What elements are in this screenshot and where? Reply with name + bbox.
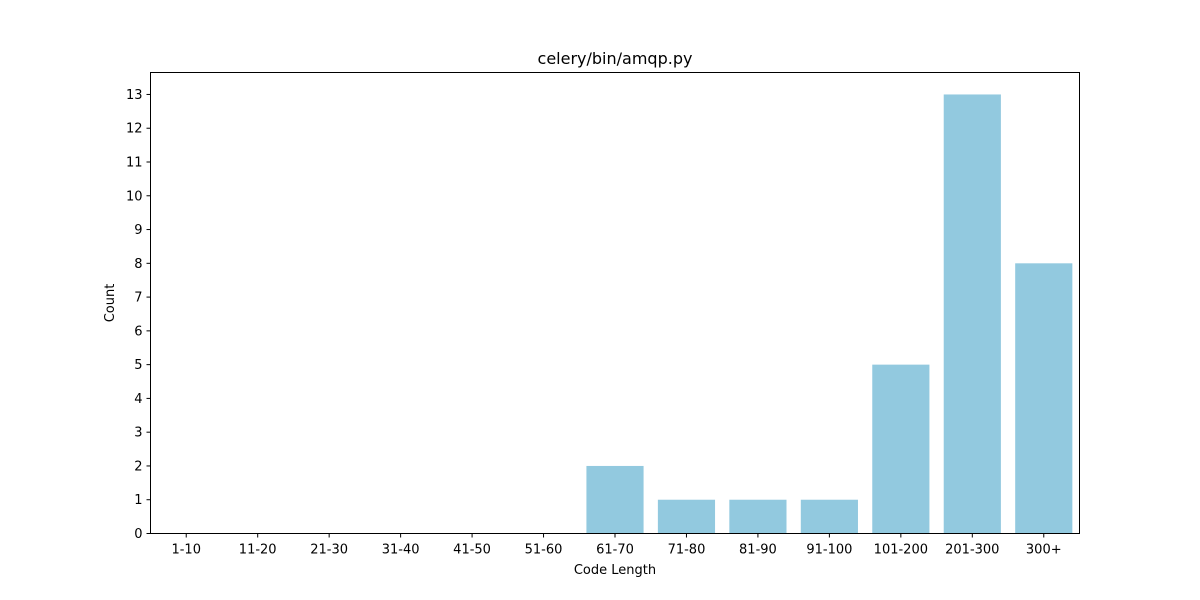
x-tick-label: 31-40	[382, 543, 420, 558]
y-tick-label: 12	[126, 122, 143, 137]
x-tick-label: 51-60	[525, 543, 563, 558]
bar-81-90	[729, 499, 787, 534]
y-tick-label: 9	[134, 223, 142, 238]
x-tick-label: 41-50	[453, 543, 491, 558]
chart-title: celery/bin/amqp.py	[538, 49, 693, 68]
y-tick-label: 1	[134, 493, 142, 508]
x-tick-label: 21-30	[310, 543, 348, 558]
bars-group	[586, 94, 1073, 534]
y-tick-label: 11	[126, 155, 143, 170]
x-tick-label: 81-90	[739, 543, 777, 558]
x-tick-label: 300+	[1026, 543, 1062, 558]
bar-71-80	[657, 499, 716, 534]
y-tick-label: 4	[134, 392, 142, 407]
x-tick-label: 1-10	[171, 543, 201, 558]
bar-201-300	[943, 94, 1001, 534]
y-tick-label: 3	[134, 426, 142, 441]
bar-91-100	[800, 499, 858, 534]
x-tick-label: 91-100	[806, 543, 852, 558]
bar-101-200	[872, 364, 930, 534]
x-tick-label: 101-200	[874, 543, 928, 558]
bar-61-70	[586, 465, 644, 534]
y-tick-label: 2	[134, 459, 142, 474]
y-tick-label: 6	[134, 324, 142, 339]
y-tick-label: 7	[134, 291, 142, 306]
y-tick-label: 0	[134, 527, 142, 542]
bar-300+	[1015, 263, 1073, 534]
y-tick-label: 5	[134, 358, 142, 373]
x-tick-label: 11-20	[239, 543, 277, 558]
x-tick-label: 61-70	[596, 543, 634, 558]
y-axis-title: Count	[103, 284, 118, 323]
y-tick-label: 8	[134, 257, 142, 272]
x-tick-label: 201-300	[945, 543, 999, 558]
x-axis-title: Code Length	[574, 563, 656, 578]
y-tick-label: 13	[126, 88, 143, 103]
plot-area-frame	[150, 72, 1080, 534]
x-tick-label: 71-80	[668, 543, 706, 558]
y-tick-label: 10	[126, 189, 143, 204]
x-axis-ticks: 1-10 11-20 21-30 31-40 41-50 51-60 61-70 71-80 8…	[171, 533, 1062, 558]
